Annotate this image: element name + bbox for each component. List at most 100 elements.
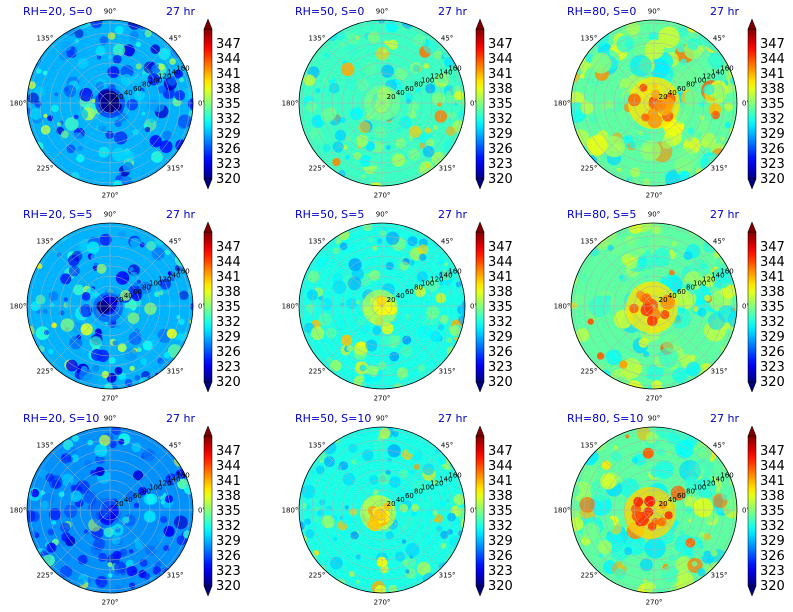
contour-blob: [444, 262, 449, 267]
angle-tick-label: 0°: [198, 100, 206, 108]
grid-spoke: [51, 44, 111, 104]
radial-tick-label: 160: [720, 64, 733, 72]
colorbar-tick-label: 332: [760, 112, 785, 127]
colorbar-tick-label: 329: [760, 127, 785, 142]
contour-blob: [413, 463, 420, 470]
contour-blob: [672, 257, 683, 269]
colorbar-tick-label: 332: [216, 112, 241, 127]
contour-blob: [409, 223, 415, 229]
contour-blob: [389, 476, 401, 488]
core-blob: [383, 502, 392, 511]
grid-spoke: [323, 451, 383, 511]
contour-blob: [416, 561, 431, 576]
contour-blob: [101, 370, 110, 379]
contour-blob: [306, 306, 314, 314]
contour-blob: [347, 276, 362, 291]
colorbar-tick-label: 320: [760, 579, 785, 594]
panel-time: 27 hr: [710, 412, 739, 425]
contour-blob: [315, 465, 325, 475]
colorbar-max-extend: [475, 221, 485, 233]
colorbar-tick-label: 329: [216, 534, 241, 549]
contour-blob: [112, 43, 126, 57]
contour-blob: [149, 118, 155, 124]
colorbar-tick-label: 338: [488, 489, 513, 504]
contour-blob: [98, 146, 110, 158]
contour-blob: [433, 50, 442, 60]
radial-tick-label: 120: [702, 73, 715, 81]
contour-blob: [699, 115, 705, 120]
contour-blob: [685, 361, 701, 377]
contour-blob: [188, 285, 193, 297]
contour-blob: [340, 513, 352, 525]
contour-blob: [375, 47, 390, 61]
contour-blob: [152, 484, 165, 497]
contour-blob: [363, 373, 373, 383]
angle-tick-label: 270°: [374, 192, 391, 200]
contour-blob: [326, 357, 332, 363]
contour-blob: [325, 327, 337, 339]
contour-blob: [626, 21, 641, 36]
contour-blob: [129, 582, 136, 589]
contour-blob: [317, 257, 329, 269]
contour-blob: [139, 242, 145, 248]
grid-spoke: [109, 509, 169, 569]
angle-tick-label: 90°: [648, 211, 660, 219]
contour-blob: [178, 318, 185, 325]
radial-tick-label: 60: [133, 492, 142, 500]
contour-blob: [134, 374, 141, 381]
contour-blob: [344, 505, 349, 510]
colorbar-tick-label: 326: [488, 142, 513, 157]
contour-blob: [408, 101, 419, 112]
contour-blob: [698, 269, 707, 278]
contour-blob: [422, 463, 435, 476]
colorbar-tick-label: 323: [216, 564, 241, 579]
contour-blob: [372, 439, 387, 453]
angle-tick-label: 90°: [376, 8, 388, 16]
contour-blob: [300, 502, 307, 509]
radial-tick-label: 160: [720, 267, 733, 275]
contour-blob: [644, 39, 665, 60]
core-blob: [384, 305, 394, 316]
contour-blob: [713, 70, 727, 84]
contour-blob: [385, 262, 394, 271]
contour-blob: [138, 486, 148, 496]
polar-frame: [298, 19, 466, 187]
contour-blob: [437, 102, 442, 107]
contour-blob: [380, 335, 393, 348]
contour-blob: [140, 357, 148, 365]
contour-blob: [577, 464, 597, 483]
contour-blob: [91, 364, 100, 372]
contour-blob: [50, 79, 60, 88]
contour-blob: [427, 510, 433, 516]
colorbar-min-extend: [747, 381, 757, 393]
contour-blob: [385, 469, 391, 475]
angle-tick-label: 90°: [104, 211, 116, 219]
colorbar-tick-label: 338: [216, 285, 241, 300]
core-blob: [375, 295, 387, 307]
contour-blob: [40, 490, 45, 496]
contour-blob: [129, 267, 134, 272]
contour-blob: [658, 26, 680, 49]
angle-tick-label: 45°: [713, 441, 725, 449]
contour-blob: [81, 292, 91, 301]
radial-tick-label: 100: [149, 484, 162, 492]
contour-blob: [122, 44, 135, 57]
contour-blob: [697, 307, 707, 317]
contour-blob: [128, 332, 142, 345]
angle-tick-label: 225°: [580, 572, 597, 580]
angle-tick-label: 180°: [10, 303, 27, 311]
panel-title: RH=50, S=10: [295, 412, 371, 425]
contour-blob: [702, 274, 716, 287]
core-blob: [373, 508, 387, 522]
radial-tick-label: 60: [405, 85, 414, 93]
contour-blob: [611, 451, 622, 462]
contour-blob: [700, 264, 706, 269]
angle-tick-label: 180°: [282, 100, 299, 108]
contour-blob: [460, 518, 465, 529]
colorbar-tick-label: 320: [760, 375, 785, 390]
colorbar-tick-label: 338: [488, 285, 513, 300]
radial-tick-label: 60: [405, 288, 414, 296]
contour-blob: [407, 533, 412, 539]
